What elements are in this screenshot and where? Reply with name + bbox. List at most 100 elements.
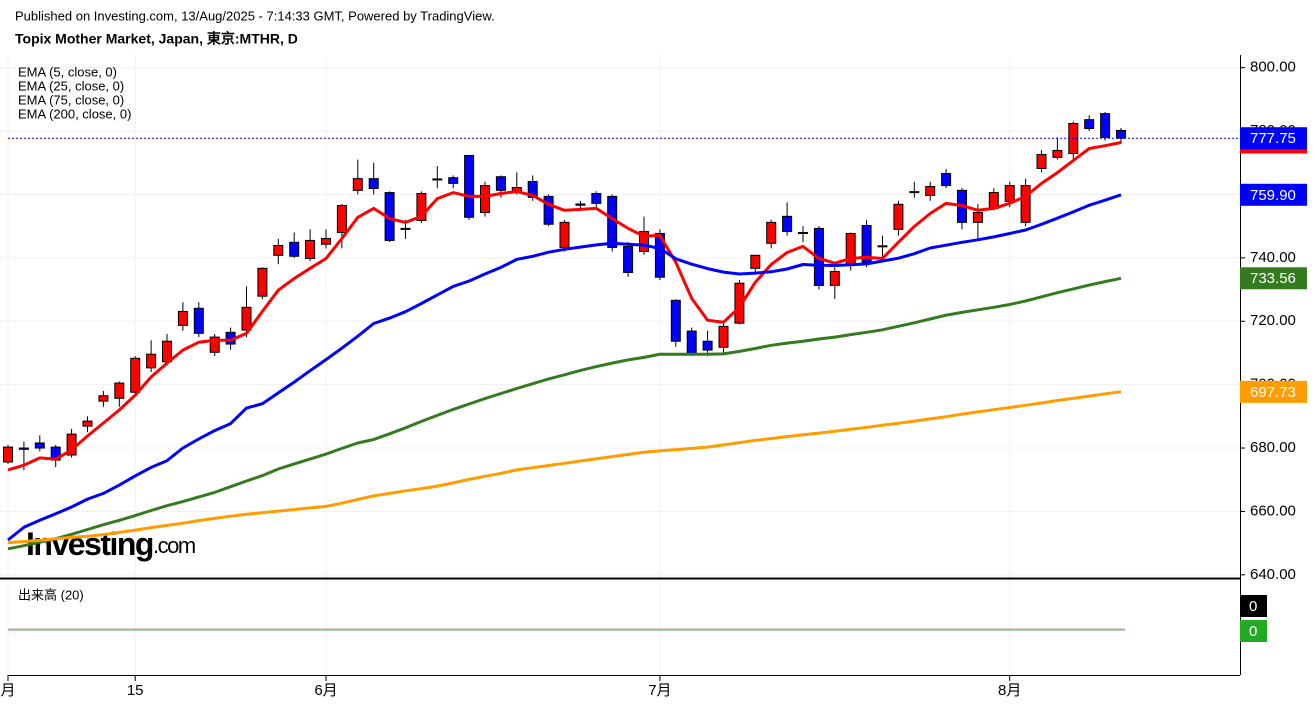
candle-body [177,310,188,326]
candle-body [623,245,634,273]
candle-body [686,330,697,354]
x-tick-label: 7月 [648,682,671,699]
candle-body [1116,129,1126,139]
y-tick-label: 800.00 [1250,59,1296,76]
candle-body [782,215,793,233]
price-badge [1240,183,1307,206]
candle-body [241,306,252,331]
candle-body [34,442,45,449]
candle-body [1100,113,1111,138]
candle-body [925,186,936,196]
x-tick-label: 月 [0,682,15,699]
candle-body [464,154,475,218]
watermark-brand: Investing [26,526,153,562]
volume-badge-label: 0 [1249,598,1257,615]
price-badge-label: 733.56 [1250,270,1296,287]
legend-entry: EMA (5, close, 0) [18,64,117,79]
candle-body [209,336,220,353]
candle-body [1084,119,1095,130]
candle-body [670,299,681,342]
candle-body [257,267,268,297]
candle-body [321,238,331,245]
ema-line [7,141,1122,472]
candle-body [448,177,459,184]
candle-body [368,178,379,189]
candle-body [18,447,29,450]
candle-body [416,193,427,221]
volume-title: 出来高 (20) [18,587,84,602]
published-note: Published on Investing.com, 13/Aug/2025 … [15,8,495,23]
candle-body [654,232,665,278]
volume-ma-badge-label: 0 [1249,623,1257,640]
legend-entry: EMA (25, close, 0) [18,78,124,93]
candle-body [941,173,952,187]
price-badge-label: 759.90 [1250,187,1296,204]
volume-badge [1240,595,1267,617]
candle-body [305,239,316,259]
axes: 640.00660.00680.00700.00720.00740.00760.… [0,59,1307,699]
candle-body [575,203,586,206]
candle-body [1004,185,1015,202]
candle-body [495,176,506,191]
legend: EMA (5, close, 0)EMA (25, close, 0)EMA (… [18,64,131,121]
price-badge [1240,267,1307,290]
candle-body [400,227,411,230]
candle-body [336,205,347,234]
candle-body [1020,185,1031,223]
y-tick-label: 720.00 [1250,312,1296,329]
candle-body [114,382,125,399]
candle-body [639,231,649,253]
candle-body [829,270,840,286]
candle-body [893,203,904,230]
x-tick-label: 8月 [998,682,1021,699]
candle-body [432,178,443,181]
candle-body [734,282,745,324]
candle-body [877,245,888,248]
y-tick-label: 680.00 [1250,439,1296,456]
candle-body [146,353,157,369]
candle-body [480,185,490,214]
candle-body [543,195,554,225]
legend-entry: EMA (75, close, 0) [18,92,124,107]
candle-body [289,241,300,257]
price-badge-label: 777.75 [1250,130,1296,147]
candle-body [527,180,538,198]
candle-body [82,420,93,427]
candle-body [702,340,713,351]
price-badge [1240,380,1307,403]
candle-body [591,193,602,204]
candle-body [352,178,363,191]
y-tick-label: 660.00 [1250,502,1296,519]
candle-body [798,232,808,235]
ema-line [7,276,1122,551]
candle-body [750,254,761,269]
grid [0,55,1240,675]
candle-body [559,221,570,248]
y-tick-label: 740.00 [1250,249,1296,266]
price-badge-label: 697.73 [1250,384,1296,401]
candle-body [718,325,729,348]
y-tick-label: 640.00 [1250,566,1296,583]
watermark: Investing.com [26,526,195,562]
ema-line [7,193,1122,542]
candle-body [98,395,109,402]
candle-body [3,446,13,463]
candle-body [972,212,983,223]
x-tick-label: 15 [127,682,144,699]
candle-body [1036,154,1047,169]
x-tick-label: 6月 [314,682,337,699]
ema-line [7,390,1122,545]
volume-ma-badge [1240,620,1267,642]
watermark-suffix: .com [153,533,195,558]
candle-body [130,357,141,393]
candle-body [766,221,777,244]
candle-body [193,307,204,334]
candle-body [1052,149,1063,158]
candle-body [861,225,872,263]
candle-body [909,191,920,194]
candle-body [273,244,284,256]
price-badge [1240,127,1307,150]
plot-area [3,112,1126,551]
